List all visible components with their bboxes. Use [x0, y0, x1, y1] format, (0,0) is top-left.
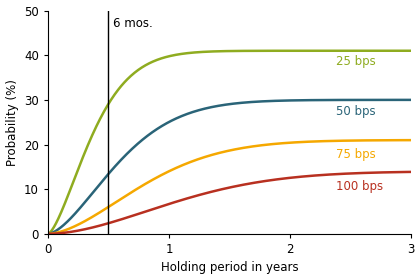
Text: 100 bps: 100 bps — [336, 181, 383, 193]
Text: 25 bps: 25 bps — [336, 55, 375, 68]
Text: 50 bps: 50 bps — [336, 104, 375, 118]
Y-axis label: Probability (%): Probability (%) — [5, 79, 18, 166]
Text: 75 bps: 75 bps — [336, 148, 375, 161]
X-axis label: Holding period in years: Holding period in years — [160, 262, 298, 274]
Text: 6 mos.: 6 mos. — [113, 17, 153, 30]
